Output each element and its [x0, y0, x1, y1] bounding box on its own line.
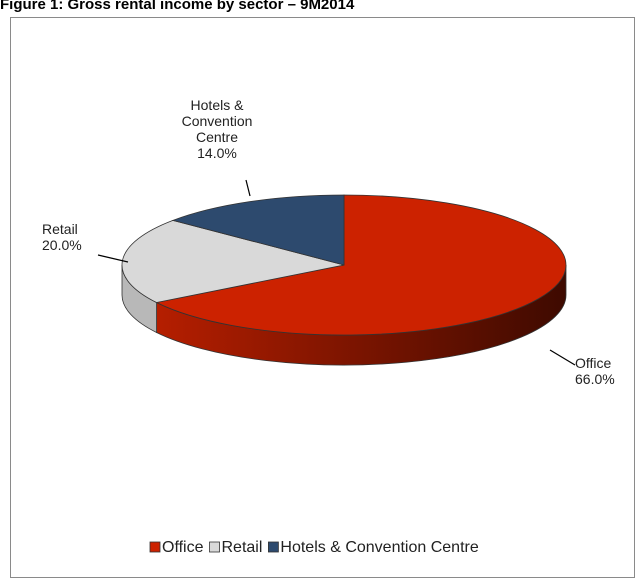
- data-label-line: Hotels &: [191, 97, 245, 113]
- leader-line-office: [549, 349, 576, 366]
- pie-slice-office: [155, 194, 567, 336]
- data-label-line: Centre: [196, 129, 238, 145]
- data-label-hotels: Hotels & Convention Centre 14.0%: [182, 97, 253, 161]
- leader-line-hotels: [245, 179, 251, 197]
- legend-swatch-retail: [209, 541, 220, 553]
- legend-swatch-office: [149, 541, 161, 553]
- data-label-office: Office 66.0%: [575, 355, 615, 387]
- legend-label-office: Office: [162, 539, 204, 556]
- data-label-line: 14.0%: [197, 145, 237, 161]
- data-label-retail: Retail 20.0%: [42, 221, 82, 253]
- data-label-line: Retail: [42, 221, 78, 237]
- leader-line-retail: [97, 254, 129, 263]
- figure-title: Figure 1: Gross rental income by sector …: [0, 0, 355, 13]
- legend-label-hotels: Hotels & Convention Centre: [280, 539, 478, 556]
- legend-label-retail: Retail: [222, 539, 263, 556]
- data-label-line: Office: [575, 355, 612, 371]
- pie-slice-hotels: [171, 194, 345, 266]
- data-label-line: Convention: [182, 113, 253, 129]
- data-label-line: 66.0%: [575, 371, 615, 387]
- legend-swatch-hotels: [268, 541, 279, 553]
- data-label-line: 20.0%: [42, 237, 82, 253]
